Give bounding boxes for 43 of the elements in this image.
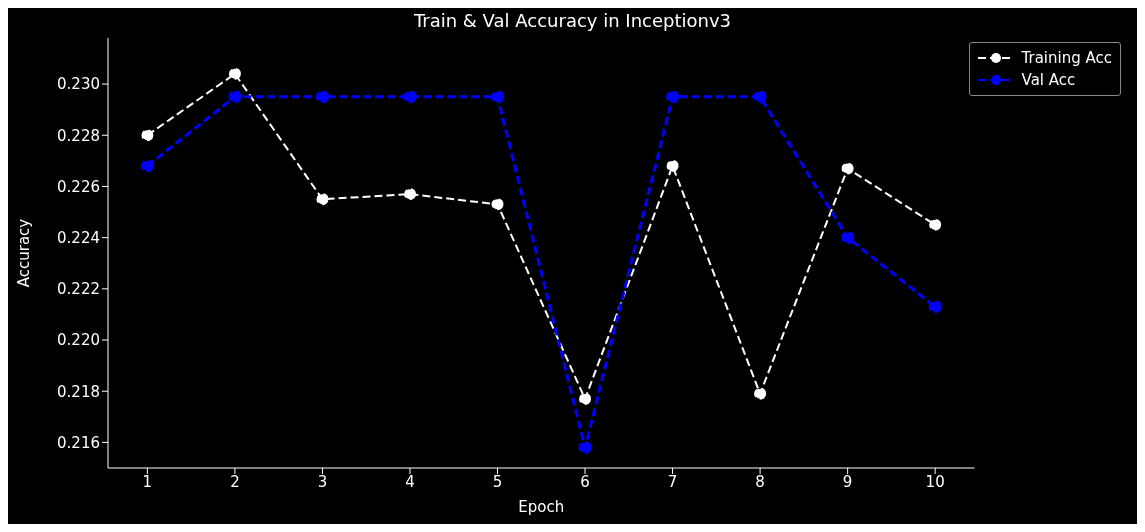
x-tick-label: 5 — [492, 472, 503, 491]
point — [928, 300, 942, 314]
y-tick-label: 0.226 — [57, 177, 100, 196]
chart-title: Train & Val Accuracy in Inceptionv3 — [412, 9, 733, 33]
point — [579, 392, 592, 405]
y-tick-label: 0.220 — [57, 331, 100, 350]
y-tick-label: 0.216 — [57, 433, 100, 452]
point — [841, 162, 854, 175]
point — [140, 159, 154, 173]
legend-label: Training Acc — [1021, 48, 1112, 69]
x-tick-label: 10 — [925, 472, 945, 491]
legend-label: Val Acc — [1021, 70, 1076, 91]
x-tick-label: 9 — [842, 472, 853, 491]
x-tick-label: 2 — [230, 472, 240, 491]
x-tick-label: 6 — [580, 472, 590, 491]
point — [578, 441, 592, 455]
point — [403, 90, 417, 104]
point — [491, 198, 504, 211]
y-tick-label: 0.222 — [57, 280, 100, 299]
y-tick-label: 0.224 — [57, 228, 100, 247]
point — [403, 188, 416, 201]
y-axis-title: Accuracy — [15, 218, 34, 288]
point — [315, 90, 329, 104]
y-tick-label: 0.218 — [57, 382, 100, 401]
point — [666, 159, 679, 172]
y-tick-label: 0.228 — [57, 126, 100, 145]
point — [228, 90, 242, 104]
x-tick-label: 4 — [405, 472, 415, 491]
point — [491, 90, 505, 104]
point — [841, 231, 855, 245]
x-axis-title: Epoch — [518, 498, 565, 516]
point — [754, 387, 767, 400]
point — [753, 90, 767, 104]
x-tick-label: 8 — [755, 472, 765, 491]
x-tick-label: 1 — [142, 472, 153, 491]
y-tick-label: 0.230 — [57, 75, 100, 94]
point — [228, 67, 241, 80]
x-tick-label: 7 — [667, 472, 678, 491]
point — [316, 193, 329, 206]
x-tick-label: 3 — [317, 472, 328, 491]
point — [929, 218, 942, 231]
point — [666, 90, 680, 104]
point — [141, 129, 154, 142]
